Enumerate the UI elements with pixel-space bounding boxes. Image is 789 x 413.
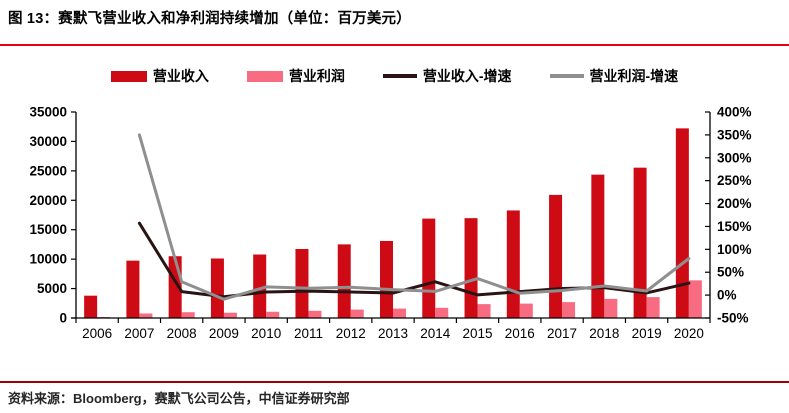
x-axis-label-2012: 2012 [336, 326, 366, 341]
legend-label-profit: 营业利润 [288, 68, 345, 84]
legend-label-revenue: 营业收入 [152, 68, 209, 84]
right-axis-tick-label: 200% [717, 196, 752, 211]
legend-item-profit: 营业利润 [246, 66, 345, 86]
bar-营业收入-2006 [84, 295, 98, 318]
x-axis-label-2017: 2017 [547, 326, 577, 341]
right-axis-tick-label: -50% [717, 311, 749, 326]
left-axis-tick-label: 20000 [29, 193, 67, 208]
right-axis-tick-label: 0% [717, 288, 737, 303]
right-axis-tick-label: 50% [717, 265, 744, 280]
bar-营业收入-2011 [295, 248, 309, 318]
x-axis-label-2013: 2013 [378, 326, 408, 341]
title-divider [0, 44, 789, 46]
bar-营业利润-2007 [139, 313, 153, 318]
legend-item-revenue-growth: 营业收入-增速 [382, 66, 512, 86]
source-note: 资料来源：Bloomberg，赛默飞公司公告，中信证券研究部 [8, 391, 350, 406]
right-axis-tick-label: 100% [717, 242, 752, 257]
left-axis-tick-label: 35000 [29, 105, 67, 120]
x-axis-label-2018: 2018 [589, 326, 619, 341]
chart-legend: 营业收入 营业利润 营业收入-增速 营业利润-增速 [0, 63, 789, 89]
bar-营业收入-2010 [253, 254, 267, 318]
bar-营业利润-2020 [688, 280, 702, 318]
chart-canvas: 0 5000 10000 15000 20000 25000 30000 35000 -50% 0… [29, 105, 752, 342]
left-axis-tick-label: 25000 [29, 163, 67, 178]
bar-营业利润-2011 [308, 310, 322, 318]
left-axis-tick-label: 15000 [29, 222, 67, 237]
bar-营业收入-2013 [380, 240, 393, 318]
bar-营业利润-2019 [646, 297, 660, 318]
figure-title: 图 13：赛默飞营业收入和净利润持续增加（单位：百万美元） [8, 11, 411, 27]
bar-营业利润-2015 [477, 304, 491, 318]
bar-营业收入-2014 [422, 218, 436, 318]
bar-营业利润-2017 [562, 302, 576, 318]
legend-item-revenue: 营业收入 [110, 66, 209, 86]
bar-营业利润-2012 [350, 309, 364, 318]
legend-item-profit-growth: 营业利润-增速 [549, 66, 679, 86]
right-axis-tick-label: 250% [717, 173, 752, 188]
bar-营业利润-2008 [181, 312, 195, 318]
x-axis-label-2008: 2008 [167, 326, 197, 341]
profit-growth-line-swatch-icon [549, 74, 584, 78]
bar-营业收入-2009 [210, 258, 224, 318]
x-axis-label-2009: 2009 [209, 326, 239, 341]
x-axis-label-2015: 2015 [463, 326, 493, 341]
profit-bar-swatch-icon [246, 70, 283, 82]
bar-营业收入-2017 [549, 194, 563, 318]
x-axis-label-2007: 2007 [124, 326, 154, 341]
bar-营业利润-2018 [604, 298, 618, 318]
left-axis-tick-label: 0 [59, 311, 67, 326]
legend-label-revenue-growth: 营业收入-增速 [422, 68, 512, 84]
legend-label-profit-growth: 营业利润-增速 [589, 68, 679, 84]
bar-营业收入-2012 [337, 244, 351, 318]
bar-营业收入-2020 [675, 128, 689, 318]
right-axis-tick-label: 150% [717, 219, 752, 234]
bar-营业利润-2016 [519, 303, 533, 318]
left-axis-tick-label: 5000 [37, 281, 67, 296]
bar-营业利润-2014 [435, 307, 449, 318]
x-axis-label-2014: 2014 [420, 326, 451, 341]
x-axis-label-2016: 2016 [505, 326, 535, 341]
bar-营业收入-2007 [126, 260, 140, 318]
combo-chart: 0 5000 10000 15000 20000 25000 30000 35000 -50% 0… [0, 95, 789, 360]
x-axis-label-2020: 2020 [674, 326, 704, 341]
line-营业利润-增速 [137, 133, 691, 301]
revenue-growth-line-swatch-icon [382, 74, 417, 78]
x-axis-label-2019: 2019 [632, 326, 662, 341]
left-axis-tick-label: 30000 [29, 134, 67, 149]
bar-营业利润-2009 [223, 312, 237, 318]
x-axis-label-2006: 2006 [82, 326, 112, 341]
bar-营业收入-2019 [633, 167, 647, 318]
bar-营业收入-2018 [591, 174, 605, 318]
bar-营业收入-2016 [506, 210, 520, 318]
right-axis-tick-label: 300% [717, 150, 752, 165]
left-axis-tick-label: 10000 [29, 252, 67, 267]
x-axis-label-2010: 2010 [251, 326, 281, 341]
x-axis-label-2011: 2011 [294, 326, 323, 341]
right-axis-tick-label: 400% [717, 105, 752, 120]
bar-营业利润-2013 [393, 308, 406, 318]
bar-营业收入-2015 [464, 218, 478, 318]
bar-营业利润-2010 [266, 311, 280, 318]
source-divider [0, 381, 789, 383]
right-axis-tick-label: 350% [717, 127, 752, 142]
revenue-bar-swatch-icon [110, 70, 147, 82]
